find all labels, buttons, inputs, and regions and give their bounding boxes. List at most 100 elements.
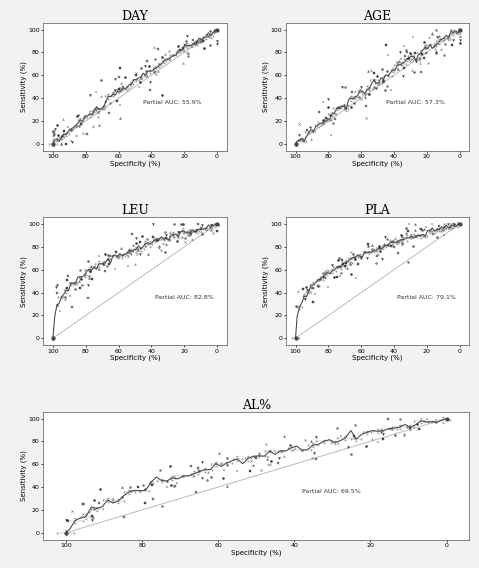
Point (342, 261, 349, 270)
Point (400, 430, 408, 439)
Point (455, 219, 462, 228)
Point (161, 228, 169, 237)
Point (77, 274, 85, 283)
Point (357, 253, 365, 262)
Point (403, 47, 411, 56)
Point (307, 134, 315, 143)
Point (139, 480, 147, 489)
Point (124, 252, 132, 261)
Point (64, 283, 71, 293)
Point (379, 429, 387, 438)
Point (85, 274, 93, 283)
Text: Partial AUC: 69.5%: Partial AUC: 69.5% (302, 490, 361, 494)
Point (154, 45, 162, 54)
Point (333, 273, 341, 282)
Point (49, 130, 57, 139)
Point (163, 482, 171, 491)
Point (375, 241, 383, 250)
Point (112, 74, 119, 83)
Point (374, 72, 381, 81)
Point (410, 241, 417, 250)
Point (374, 80, 381, 89)
Point (138, 232, 146, 241)
Point (190, 39, 198, 48)
Point (399, 238, 406, 247)
Point (79, 281, 86, 290)
Point (390, 242, 398, 251)
Point (382, 40, 390, 49)
Point (89, 512, 97, 521)
Point (335, 104, 343, 113)
Point (170, 230, 177, 239)
Point (410, 33, 417, 42)
Point (325, 102, 332, 111)
Point (75, 122, 83, 131)
Point (95, 499, 103, 508)
Point (420, 416, 428, 425)
X-axis label: Specificity (%): Specificity (%) (231, 549, 282, 556)
Point (183, 32, 191, 41)
Point (118, 492, 126, 502)
Point (310, 449, 318, 458)
Point (365, 66, 372, 76)
Point (116, 101, 124, 110)
Point (372, 83, 380, 92)
Point (309, 298, 317, 307)
Point (193, 487, 200, 496)
Point (125, 245, 133, 254)
Point (157, 466, 164, 475)
Point (437, 45, 445, 54)
Title: AGE: AGE (364, 10, 392, 23)
Point (417, 55, 424, 64)
Point (375, 438, 382, 447)
Point (418, 68, 425, 77)
Point (132, 69, 140, 78)
Point (194, 37, 202, 46)
Y-axis label: Sensitivity (%): Sensitivity (%) (262, 61, 269, 112)
Point (67, 291, 74, 300)
Point (161, 49, 169, 59)
Point (102, 266, 109, 275)
Point (128, 247, 136, 256)
Point (163, 477, 171, 486)
Point (171, 481, 179, 490)
Point (330, 272, 338, 281)
Point (147, 77, 154, 86)
Point (415, 230, 423, 239)
Point (421, 37, 428, 47)
Point (410, 230, 418, 239)
Point (363, 113, 370, 122)
Point (92, 105, 100, 114)
Point (174, 41, 182, 51)
Point (204, 467, 211, 477)
Point (433, 26, 440, 35)
Point (417, 223, 425, 232)
Point (200, 43, 207, 52)
Point (68, 507, 76, 516)
Point (173, 478, 181, 487)
Point (136, 250, 144, 259)
Point (209, 228, 217, 237)
Point (223, 461, 231, 470)
Point (433, 232, 441, 241)
Point (411, 219, 419, 228)
Point (343, 264, 351, 273)
Point (162, 233, 170, 243)
Point (144, 57, 151, 66)
Point (173, 236, 181, 245)
Point (133, 250, 140, 259)
Point (400, 63, 408, 72)
Point (146, 86, 154, 95)
Point (80, 500, 87, 509)
Title: AL%: AL% (241, 399, 271, 412)
Point (309, 283, 317, 292)
Point (428, 30, 435, 39)
Point (56, 306, 63, 315)
Point (396, 414, 404, 423)
Point (308, 283, 315, 293)
Point (167, 480, 175, 489)
Point (97, 92, 104, 101)
Point (396, 47, 404, 56)
Point (304, 285, 311, 294)
Point (181, 40, 188, 49)
